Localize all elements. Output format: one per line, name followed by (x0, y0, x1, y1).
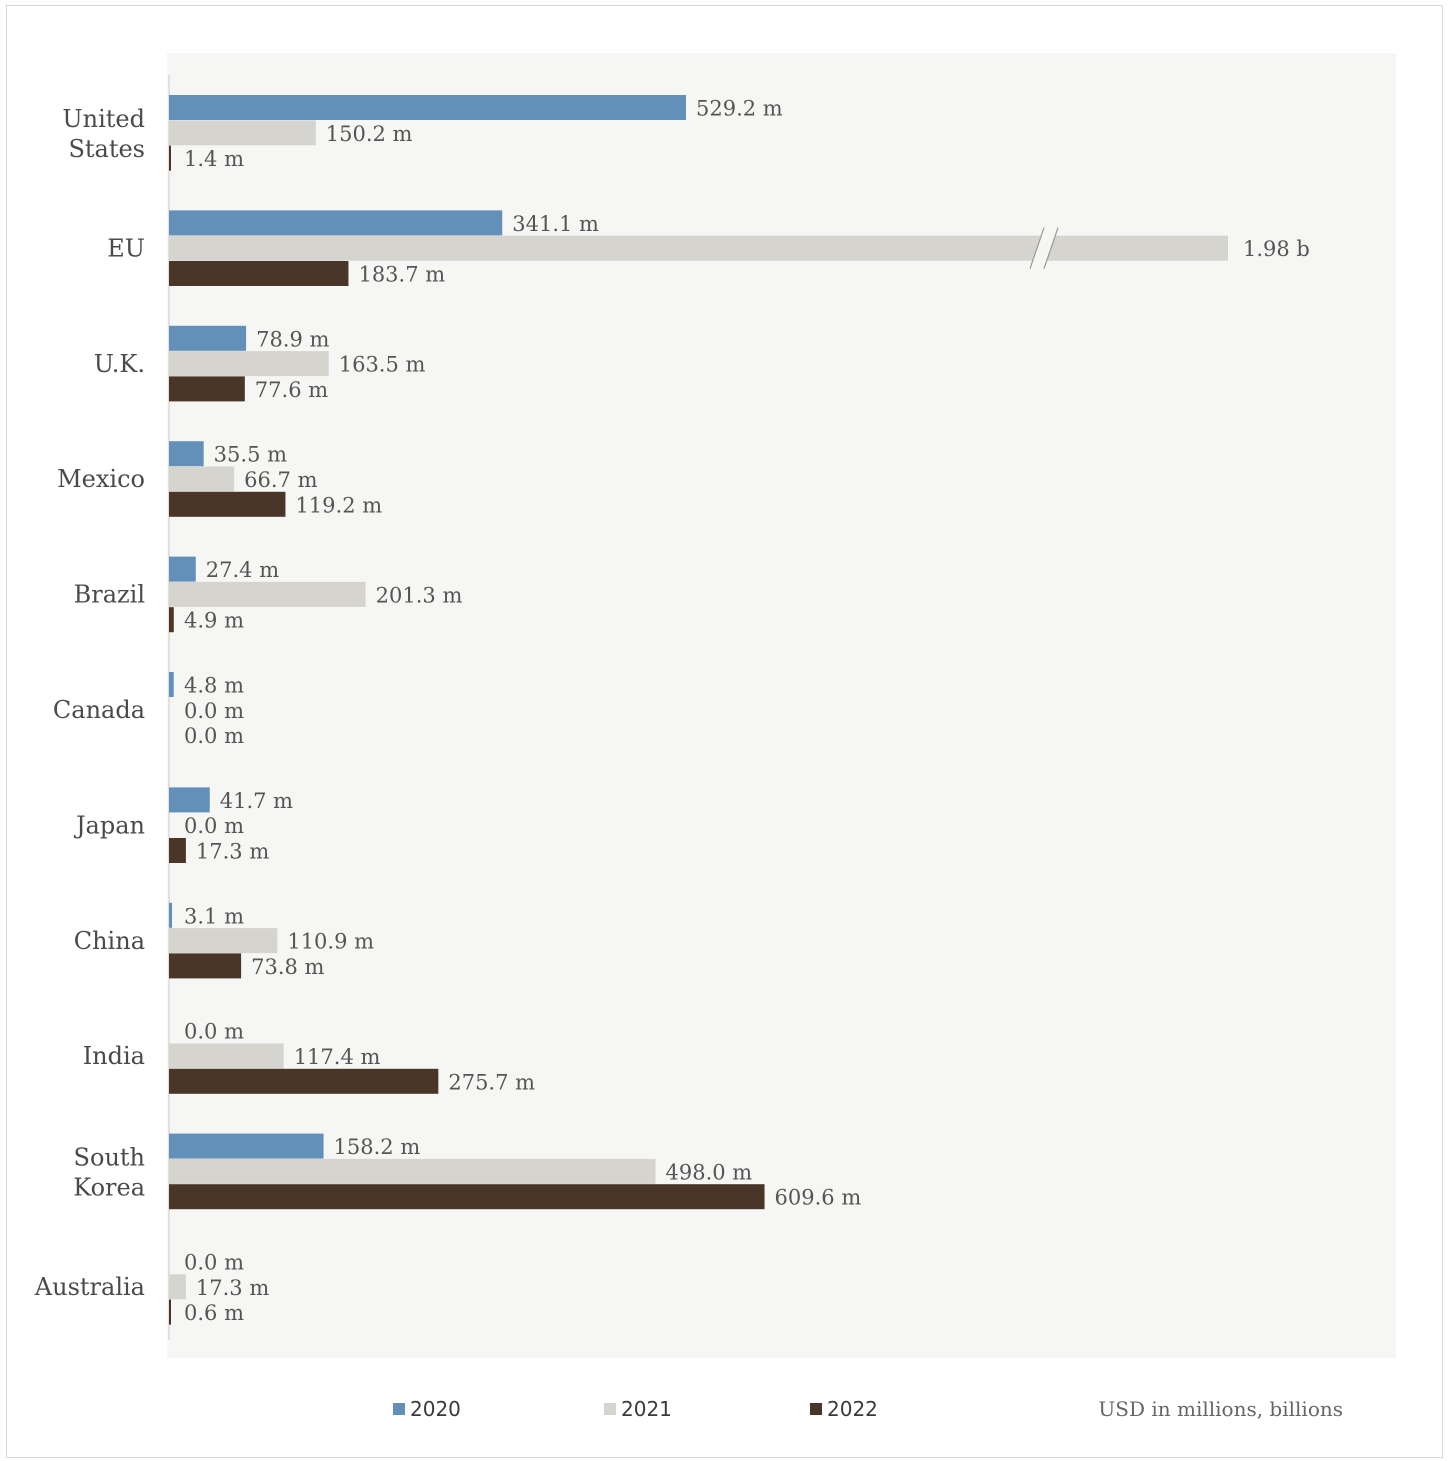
data-label-united-states-2020: 529.2 m (696, 97, 783, 121)
data-label-japan-2022: 17.3 m (196, 840, 269, 864)
data-label-mexico-2021: 66.7 m (244, 468, 317, 492)
category-label-india: India (83, 1042, 145, 1070)
bar-south-korea-2022 (169, 1184, 765, 1210)
data-label-china-2021: 110.9 m (287, 930, 374, 954)
data-label-japan-2021: 0.0 m (184, 814, 244, 838)
data-label-india-2020: 0.0 m (184, 1020, 244, 1044)
bar-brazil-2022 (169, 607, 174, 633)
data-label-canada-2022: 0.0 m (184, 724, 244, 748)
data-label-canada-2020: 4.8 m (184, 674, 244, 698)
data-label-australia-2020: 0.0 m (184, 1251, 244, 1275)
category-label-united-states: United States (62, 105, 145, 163)
data-label-united-states-2021: 150.2 m (326, 122, 413, 146)
bar-japan-2022 (169, 838, 186, 863)
bar-united-states-2021 (169, 120, 316, 146)
bar-india-2022 (169, 1068, 439, 1094)
data-label-mexico-2020: 35.5 m (214, 443, 287, 467)
axis-break-gap (1030, 227, 1058, 269)
bar-united-states-2022 (169, 145, 171, 171)
legend-swatch-2020 (393, 1403, 405, 1415)
legend-swatch-2021 (604, 1403, 616, 1415)
bar-brazil-2021 (169, 581, 366, 607)
bar-china-2020 (169, 902, 173, 928)
data-label-japan-2020: 41.7 m (220, 789, 293, 813)
data-label-south-korea-2021: 498.0 m (666, 1160, 753, 1184)
category-label-canada: Canada (53, 696, 145, 724)
bar-u-k-2020 (169, 325, 247, 351)
data-label-brazil-2022: 4.9 m (184, 609, 244, 633)
data-label-china-2020: 3.1 m (184, 904, 244, 928)
bar-eu-2022 (169, 261, 349, 286)
legend-swatch-2022 (810, 1403, 822, 1415)
bar-u-k-2022 (169, 376, 245, 402)
bar-eu-2021 (169, 235, 1228, 261)
category-label-mexico: Mexico (57, 465, 145, 493)
category-label-australia: Australia (34, 1273, 145, 1301)
bar-china-2022 (169, 953, 242, 979)
data-label-india-2022: 275.7 m (448, 1070, 535, 1094)
bar-china-2021 (169, 928, 278, 954)
data-label-australia-2022: 0.6 m (184, 1301, 244, 1325)
category-label-brazil: Brazil (74, 581, 145, 609)
data-label-u-k-2022: 77.6 m (255, 378, 328, 402)
bar-australia-2022 (169, 1299, 171, 1325)
units-note: USD in millions, billions (1098, 1397, 1343, 1421)
category-label-u-k: U.K. (94, 350, 145, 378)
legend-label-2020: 2020 (410, 1397, 461, 1421)
bar-india-2021 (169, 1043, 284, 1069)
axis-break-mark (1043, 227, 1059, 269)
data-label-canada-2021: 0.0 m (184, 699, 244, 723)
data-label-brazil-2021: 201.3 m (376, 583, 463, 607)
data-label-eu-2021: 1.98 b (1243, 237, 1310, 261)
legend-label-2021: 2021 (621, 1397, 672, 1421)
bar-mexico-2022 (169, 491, 286, 517)
bar-united-states-2020 (169, 95, 686, 120)
bar-mexico-2020 (169, 441, 204, 467)
bar-south-korea-2021 (169, 1158, 656, 1184)
bar-brazil-2020 (169, 556, 196, 582)
bar-mexico-2021 (169, 466, 235, 492)
category-label-south-korea: South Korea (73, 1144, 145, 1202)
data-label-china-2022: 73.8 m (251, 955, 324, 979)
category-label-japan: Japan (73, 811, 145, 839)
bar-canada-2020 (169, 672, 174, 697)
category-label-eu: EU (107, 234, 145, 262)
data-label-south-korea-2022: 609.6 m (775, 1186, 862, 1210)
bar-australia-2021 (169, 1274, 186, 1300)
axis-break-mark (1029, 227, 1045, 269)
bar-south-korea-2020 (169, 1133, 324, 1159)
data-label-brazil-2020: 27.4 m (206, 558, 279, 582)
data-label-united-states-2022: 1.4 m (184, 147, 244, 171)
legend-label-2022: 2022 (827, 1397, 878, 1421)
data-label-australia-2021: 17.3 m (196, 1276, 269, 1300)
data-label-u-k-2020: 78.9 m (256, 327, 329, 351)
data-label-india-2021: 117.4 m (294, 1045, 381, 1069)
bar-eu-2020 (169, 210, 503, 236)
data-label-eu-2022: 183.7 m (358, 263, 445, 287)
data-label-eu-2020: 341.1 m (512, 212, 599, 236)
bar-japan-2020 (169, 787, 210, 813)
category-label-china: China (74, 927, 145, 955)
bar-u-k-2021 (169, 351, 329, 377)
data-label-u-k-2021: 163.5 m (339, 353, 426, 377)
data-label-south-korea-2020: 158.2 m (334, 1135, 421, 1159)
plot-area (167, 53, 1396, 1358)
data-label-mexico-2022: 119.2 m (295, 493, 382, 517)
